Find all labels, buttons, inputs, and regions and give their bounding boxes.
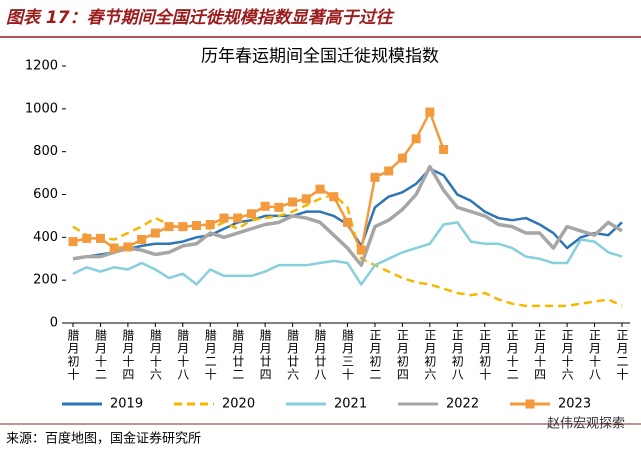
- legend-label: 2022: [446, 397, 479, 412]
- x-tick-label: 腊月廿四: [258, 329, 272, 381]
- y-tick-label: 800: [33, 144, 58, 159]
- x-tick-label: 腊月十二: [93, 329, 107, 381]
- y-tick-label: 0: [50, 316, 58, 331]
- point: [288, 197, 298, 207]
- x-tick-label: 腊月十六: [148, 329, 162, 381]
- point: [164, 222, 174, 232]
- y-tick-label: 1000: [25, 101, 58, 116]
- point: [301, 194, 311, 204]
- x-tick-label: 腊月初十: [66, 329, 80, 381]
- point: [233, 213, 243, 223]
- point: [411, 134, 421, 144]
- point: [123, 242, 133, 252]
- point: [260, 201, 270, 211]
- x-tick-label: 腊月十四: [121, 329, 135, 381]
- x-tick-label: 正月初四: [395, 329, 409, 381]
- point: [343, 217, 352, 227]
- header-title: 图表 17：春节期间全国迁徙规模指数显著高于过往: [6, 8, 396, 28]
- series-line: [72, 110, 445, 252]
- y-tick-label: 1200: [25, 59, 58, 74]
- legend-marker: [525, 399, 535, 409]
- point: [425, 107, 435, 117]
- y-tick-label: 200: [33, 273, 58, 288]
- x-tick-label: 腊月二十: [203, 329, 217, 381]
- point: [150, 228, 160, 238]
- x-tick-label: 正月十八: [588, 329, 602, 381]
- point: [82, 233, 92, 243]
- legend-label: 2021: [334, 397, 367, 412]
- x-tick-label: 腊月廿六: [286, 329, 300, 381]
- point: [329, 192, 339, 202]
- point: [219, 213, 229, 223]
- point: [68, 237, 78, 247]
- point: [356, 245, 366, 255]
- point: [192, 221, 202, 231]
- point: [315, 184, 325, 194]
- series-line: [72, 164, 623, 267]
- legend-label: 2023: [558, 397, 591, 412]
- point: [439, 145, 449, 155]
- x-tick-label: 正月二十: [615, 329, 629, 381]
- point: [95, 233, 105, 243]
- legend-label: 2019: [110, 397, 143, 412]
- series-line: [72, 193, 623, 308]
- source: 来源：百度地图，国金证券研究所: [6, 431, 201, 447]
- y-tick-label: 600: [33, 187, 58, 202]
- series-line: [72, 167, 623, 260]
- point: [384, 166, 394, 176]
- point: [274, 202, 284, 212]
- y-tick-label: 400: [33, 230, 58, 245]
- x-tick-label: 正月初六: [423, 329, 437, 381]
- point: [205, 219, 215, 229]
- series-line: [72, 221, 623, 286]
- x-tick-label: 正月初二: [368, 329, 382, 381]
- point: [397, 153, 407, 163]
- point: [137, 234, 147, 244]
- x-tick-label: 腊月廿二: [231, 329, 245, 381]
- point: [370, 172, 380, 182]
- point: [178, 222, 188, 232]
- point: [109, 243, 119, 253]
- watermark: 赵伟宏观探索: [547, 417, 625, 432]
- legend-label: 2020: [222, 397, 255, 412]
- x-tick-label: 正月初八: [450, 329, 464, 381]
- x-tick-label: 正月十四: [533, 329, 547, 381]
- x-tick-label: 正月十二: [505, 329, 519, 381]
- point: [246, 209, 256, 219]
- x-tick-label: 腊月三十: [341, 329, 355, 381]
- x-tick-label: 腊月十八: [176, 329, 190, 381]
- x-tick-label: 正月十六: [560, 329, 574, 381]
- x-tick-label: 正月初十: [478, 329, 492, 381]
- chart-title: 历年春运期间全国迁徙规模指数: [201, 47, 439, 67]
- x-tick-label: 腊月廿八: [313, 329, 327, 381]
